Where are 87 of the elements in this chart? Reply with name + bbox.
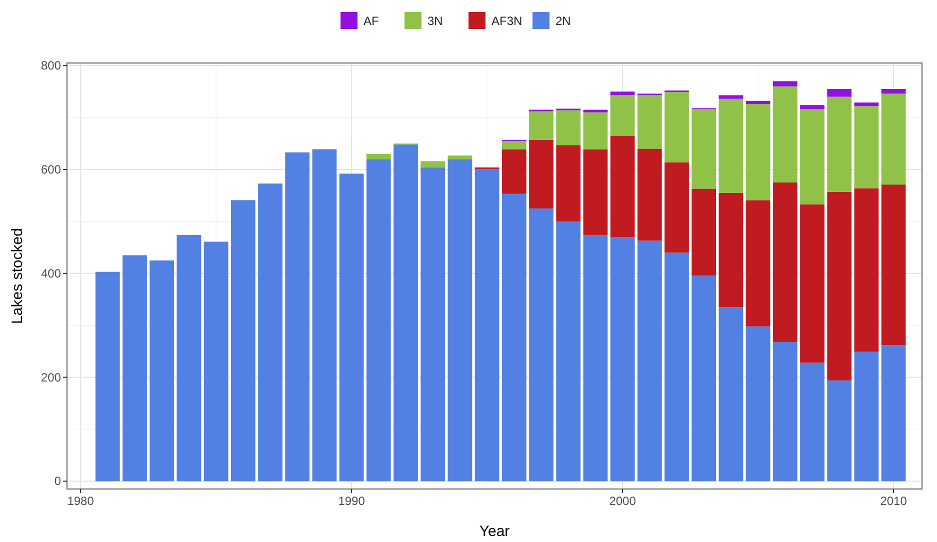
legend-label: AF: [364, 14, 379, 28]
bar: [881, 345, 906, 482]
bar: [692, 188, 716, 276]
bar: [692, 109, 716, 189]
x-tick-label: 2000: [609, 494, 636, 508]
bar: [610, 92, 635, 96]
y-tick-label: 800: [40, 58, 62, 73]
bar: [664, 252, 689, 482]
bar: [366, 159, 391, 482]
bar: [258, 184, 282, 482]
bar: [420, 167, 446, 482]
bar: [827, 88, 852, 97]
bar: [502, 140, 526, 150]
bar: [718, 307, 744, 482]
bar: [718, 192, 744, 308]
bar: [366, 154, 391, 160]
x-tick-label: 1980: [67, 494, 94, 508]
bar: [583, 110, 608, 112]
bar: [150, 260, 174, 482]
bar: [827, 380, 852, 482]
y-tick-label: 400: [40, 266, 62, 280]
bar: [664, 162, 689, 253]
bar: [122, 255, 147, 482]
bar: [827, 192, 852, 380]
bar: [204, 242, 228, 482]
bar: [718, 95, 744, 99]
bar: [448, 155, 472, 160]
bar: [800, 362, 824, 482]
bar: [854, 188, 879, 352]
bar: [746, 200, 770, 326]
y-tick-label: 600: [40, 162, 62, 176]
bar: [339, 174, 364, 482]
bar: [718, 98, 744, 193]
bar: [881, 94, 906, 185]
x-axis-title: Year: [479, 523, 510, 540]
x-tick-label: 1990: [338, 494, 366, 508]
bar: [800, 105, 824, 110]
bar: [556, 145, 581, 222]
bar: [230, 200, 256, 482]
bar: [772, 182, 798, 342]
bar: [394, 144, 418, 482]
bar: [312, 149, 337, 482]
bar: [583, 149, 608, 235]
bar: [610, 95, 635, 136]
bar: [800, 109, 824, 204]
bar: [637, 148, 662, 241]
bar: [529, 111, 554, 140]
bar: [692, 275, 716, 482]
bar: [664, 92, 689, 162]
bar: [881, 184, 906, 346]
y-tick-label: 200: [40, 370, 62, 384]
bar: [772, 81, 798, 86]
bar: [637, 240, 662, 482]
bar: [529, 140, 554, 208]
bar: [95, 272, 120, 482]
x-tick-label: 2010: [880, 494, 908, 508]
bar: [583, 234, 608, 482]
bar: [746, 100, 770, 104]
bar: [746, 104, 770, 200]
bar: [637, 95, 662, 149]
bar: [420, 161, 446, 168]
bar: [881, 88, 906, 94]
bar: [583, 112, 608, 150]
bar: [827, 96, 852, 192]
bar: [854, 352, 879, 482]
y-tick-label: 0: [54, 474, 62, 488]
bar: [772, 342, 798, 482]
bar: [854, 106, 879, 188]
bar: [474, 168, 500, 482]
legend-label: 3N: [428, 14, 443, 28]
bar: [746, 326, 770, 482]
bar: [556, 110, 581, 146]
bar: [854, 102, 879, 106]
bar: [772, 86, 798, 182]
legend-label: AF3N: [492, 14, 522, 28]
bar: [502, 194, 526, 482]
bar: [285, 152, 310, 482]
bar: [800, 204, 824, 363]
legend-label: 2N: [556, 14, 571, 28]
bar: [610, 237, 635, 482]
bar: [176, 234, 202, 482]
bar: [502, 149, 526, 194]
bar: [556, 221, 581, 482]
bar: [529, 208, 554, 482]
y-axis-title: Lakes stocked: [9, 228, 26, 324]
bar: [448, 159, 472, 482]
bar: [610, 136, 635, 238]
